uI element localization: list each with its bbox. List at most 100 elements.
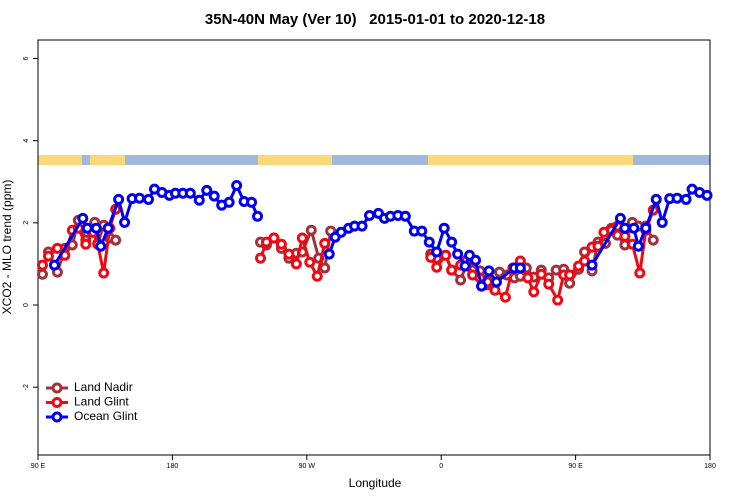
data-point (268, 232, 280, 244)
data-point (470, 254, 482, 266)
data-point (275, 238, 287, 250)
data-point (319, 237, 331, 249)
data-point (252, 210, 264, 222)
data-point (483, 265, 495, 277)
data-point (36, 259, 48, 271)
data-point (656, 216, 668, 228)
y-axis-label: XCO2 - MLO trend (ppm) (0, 180, 14, 315)
data-point (319, 262, 331, 274)
data-point (423, 236, 435, 248)
data-point (586, 259, 598, 271)
data-point (671, 192, 683, 204)
data-point (650, 193, 662, 205)
data-point (543, 278, 555, 290)
data-point (476, 280, 488, 292)
data-point (119, 216, 131, 228)
data-point (446, 236, 458, 248)
data-point (283, 248, 295, 260)
data-point (323, 248, 335, 260)
data-point (632, 240, 644, 252)
data-point (514, 262, 526, 274)
data-point (416, 225, 428, 237)
ocean-strip (38, 155, 710, 165)
data-point (42, 250, 54, 262)
series (48, 179, 713, 292)
land-strip (90, 155, 125, 165)
data-point (440, 249, 452, 261)
data-point (36, 268, 48, 280)
data-point (701, 189, 713, 201)
data-point (246, 196, 258, 208)
data-point (614, 212, 626, 224)
data-point (51, 242, 63, 254)
x-tick-label: 90 E (31, 463, 46, 470)
data-point (552, 294, 564, 306)
data-point (80, 238, 92, 250)
y-tick-label: 4 (23, 139, 30, 143)
data-point (95, 240, 107, 252)
data-point (208, 190, 220, 202)
x-axis-label: Longitude (349, 476, 402, 490)
x-tick-label: 90 W (299, 463, 316, 470)
data-point (311, 270, 323, 282)
data-point (499, 291, 511, 303)
land-strip (428, 155, 633, 165)
plot-frame (37, 39, 711, 456)
y-tick-label: 0 (23, 303, 30, 307)
data-point (619, 222, 631, 234)
data-point (522, 272, 534, 284)
data-point (489, 284, 501, 296)
series (36, 203, 659, 306)
data-point (528, 286, 540, 298)
data-point (290, 258, 302, 270)
data-point (364, 209, 376, 221)
data-point (399, 210, 411, 222)
land-mask-band (38, 155, 710, 165)
legend-label: Land Nadir (74, 380, 133, 394)
legend-marker (51, 382, 63, 394)
legend-marker (51, 411, 63, 423)
land-strip (258, 155, 332, 165)
data-point (459, 260, 471, 272)
data-point (255, 252, 267, 264)
data-point (455, 274, 467, 286)
data-point (102, 222, 114, 234)
data-point (304, 256, 316, 268)
legend-label: Ocean Glint (74, 409, 138, 423)
data-point (77, 212, 89, 224)
data-point (193, 194, 205, 206)
data-point (634, 267, 646, 279)
data-point (431, 246, 443, 258)
data-point (143, 193, 155, 205)
legend-label: Land Glint (74, 395, 129, 409)
y-tick-label: -2 (23, 384, 30, 390)
data-point (490, 276, 502, 288)
y-tick-label: 6 (23, 56, 30, 60)
y-tick-label: 2 (23, 221, 30, 225)
x-tick-label: 180 (167, 463, 179, 470)
data-point (640, 222, 652, 234)
data-point (296, 232, 308, 244)
data-point (680, 193, 692, 205)
data-point (356, 220, 368, 232)
x-tick-label: 180 (704, 463, 716, 470)
data-point (535, 268, 547, 280)
data-point (81, 222, 93, 234)
data-point (223, 196, 235, 208)
data-point (305, 224, 317, 236)
data-point (90, 222, 102, 234)
data-point (113, 193, 125, 205)
x-tick-label: 90 E (568, 463, 583, 470)
legend-marker (51, 397, 63, 408)
data-point (628, 222, 640, 234)
data-point (98, 267, 110, 279)
data-point (201, 184, 213, 196)
data-point (564, 269, 576, 281)
data-point (231, 179, 243, 191)
data-point (184, 187, 196, 199)
data-point (438, 222, 450, 234)
x-tick-label: 0 (439, 463, 443, 470)
land-strip (38, 155, 82, 165)
